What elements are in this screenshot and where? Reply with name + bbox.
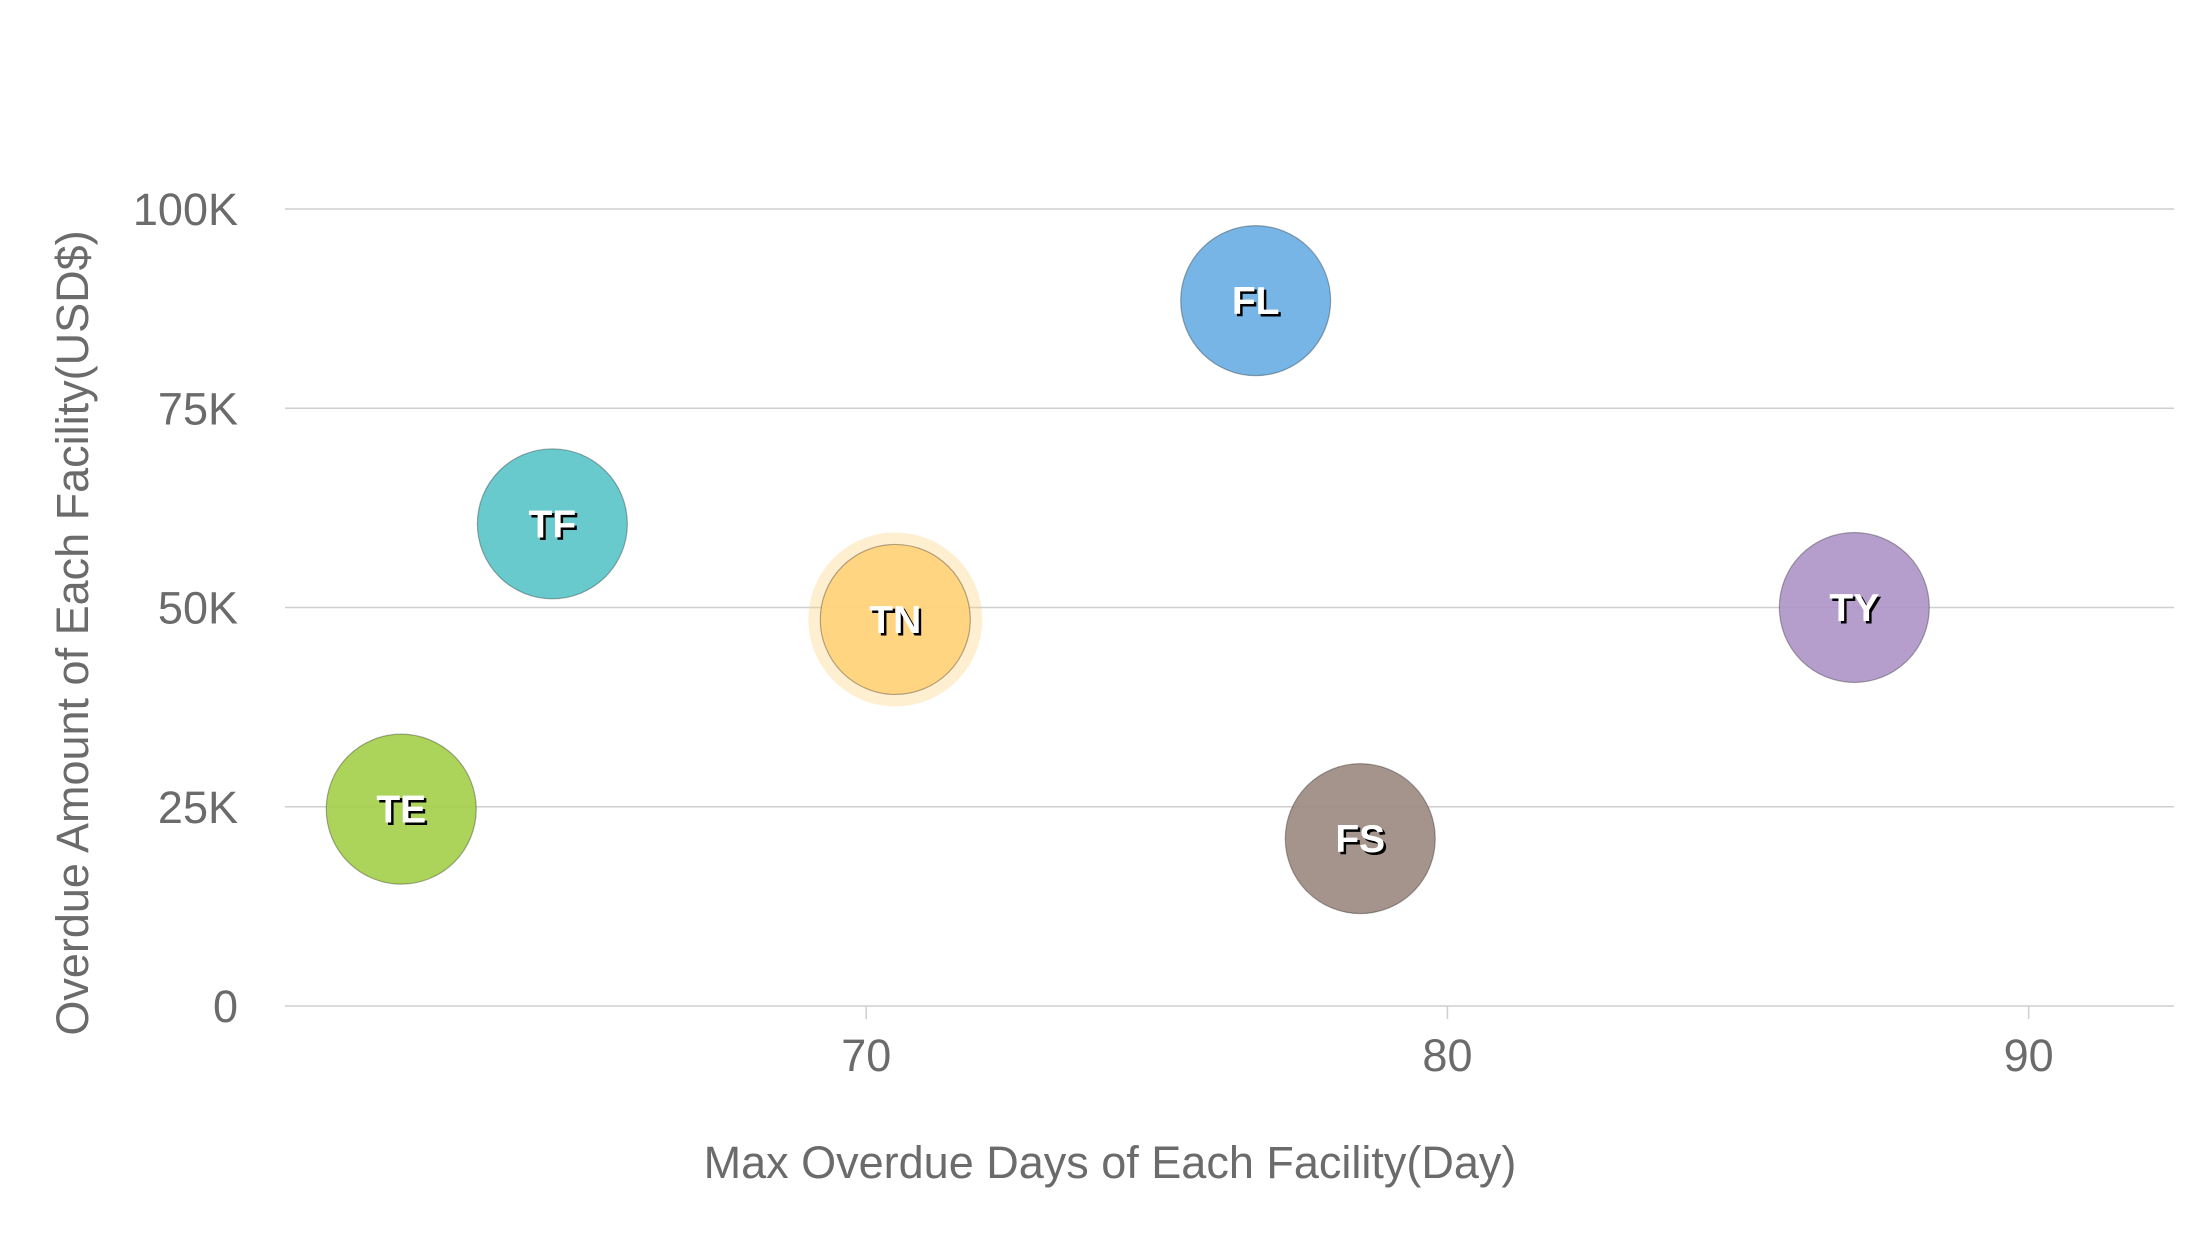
bubble-circle[interactable] <box>325 733 477 885</box>
x-tick-label: 90 <box>2004 1030 2054 1081</box>
bubble-circle[interactable] <box>476 448 628 600</box>
bubble-label-shadow: TE <box>379 791 429 834</box>
bubble-label-shadow: FL <box>1234 283 1282 326</box>
bubble-label: TN <box>869 599 921 642</box>
y-tick-label: 0 <box>213 981 238 1032</box>
x-axis-title: Max Overdue Days of Each Facility(Day) <box>704 1137 1517 1188</box>
bubble-circle[interactable] <box>1284 763 1436 915</box>
y-tick-label: 75K <box>158 383 238 434</box>
bubble-label: FL <box>1232 280 1280 323</box>
y-axis-title: Overdue Amount of Each Facility(USD$) <box>47 230 98 1035</box>
axis-layer: 0 25K 50K 75K 100K 70 80 90 <box>133 184 2174 1081</box>
bubble-circle[interactable] <box>819 543 971 696</box>
y-tick-label: 25K <box>158 782 238 833</box>
bubble-label-shadow: TY <box>1832 590 1882 633</box>
bubble-label: TF <box>529 503 577 546</box>
bubble-label-shadow: TF <box>531 506 579 549</box>
bubble-label-shadow: TN <box>872 601 924 644</box>
bubble-label-shadow: FS <box>1338 821 1388 864</box>
y-tick-label: 50K <box>158 583 238 634</box>
x-tick-label: 80 <box>1422 1030 1472 1081</box>
y-tick-label: 100K <box>133 184 238 235</box>
bubble-circle[interactable] <box>1180 225 1332 377</box>
x-tick-label: 70 <box>841 1030 891 1081</box>
bubble-circle[interactable] <box>1778 531 1930 684</box>
bubble-label: FS <box>1335 818 1385 861</box>
bubble-label: TY <box>1829 587 1879 630</box>
bubble-label: TE <box>376 789 426 832</box>
